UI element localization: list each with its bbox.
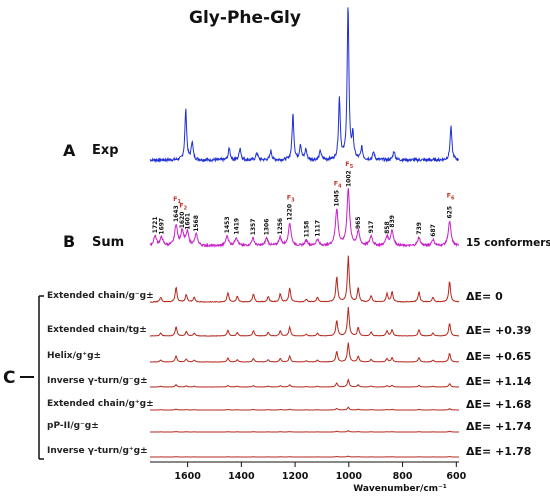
peak-label: 1453 [224,216,231,233]
peak-label: 1158 [303,221,310,238]
panel-b-note: 15 conformers [466,237,550,249]
peak-label: 1256 [277,218,284,235]
conformer-energy: ΔE= +1.14 [466,375,532,388]
conformer-label: Inverse γ-turn/g⁻g± [47,376,148,386]
peak-label: 1620 [179,212,186,229]
peak-label: 1419 [233,218,240,235]
peak-label: 1697 [159,218,166,235]
peak-label: 1045 [334,190,341,207]
conformer-label: Extended chain/tg± [47,325,147,335]
exp-trace [149,7,460,164]
conformer-trace [150,455,459,458]
x-tick-label: 800 [393,471,413,482]
conformer-trace [150,430,459,433]
peak-label: 965 [355,216,362,229]
peak-label: 858 [384,221,391,234]
peak-label: 1357 [250,219,257,236]
f-label: F4 [334,180,342,190]
peak-label: 1721 [152,216,159,233]
conformer-trace [149,307,460,337]
conformer-energy: ΔE= +1.78 [466,445,531,458]
peak-label: 625 [447,206,454,219]
x-tick-label: 1400 [228,471,255,482]
peak-label: 917 [368,221,375,234]
conformer-energy: ΔE= +1.74 [466,420,532,433]
conformer-label: Extended chain/g⁻g± [47,291,154,301]
x-axis-label: Wavenumber/cm⁻¹ [353,484,447,494]
peak-label: 1306 [264,219,271,236]
conformer-trace [149,255,460,303]
peak-label: 687 [430,224,437,237]
conformer-energy: ΔE= +1.68 [466,398,531,411]
conformer-label: pP-II/g⁻g± [47,421,99,431]
f-label: F1 [173,195,181,205]
f-label: F6 [447,192,455,202]
f-label: F5 [345,160,353,170]
peak-label: 1220 [287,204,294,221]
peak-label: 839 [389,215,396,228]
f-label: F3 [287,194,295,204]
sum-spectrum [149,188,460,249]
chart-title: Gly-Phe-Gly [189,8,301,28]
panel-a-label: Exp [92,143,119,158]
conformer-trace [149,342,459,363]
conformer-energy: ΔE= 0 [466,290,503,303]
peak-label: 1643 [173,205,180,222]
f-label: F2 [179,201,187,211]
peak-label: 1002 [345,170,352,187]
conformer-energy: ΔE= +0.65 [466,350,531,363]
panel-a-letter: A [63,141,76,160]
panel-b-label: Sum [92,235,124,250]
conformer-label: Inverse γ-turn/g⁺g± [47,446,148,456]
conformer-trace [149,378,460,388]
experimental-spectrum [149,7,460,164]
peak-label: 739 [416,222,423,235]
conformer-spectra [149,255,460,458]
panel-c-letter: C [3,368,15,388]
x-tick-label: 1000 [336,471,363,482]
conformer-energy: ΔE= +0.39 [466,324,531,337]
conformer-trace [150,406,459,411]
x-axis-ticks: 1600 1400 1200 1000 800 600 [174,462,467,482]
x-tick-label: 1600 [174,471,201,482]
conformer-label: Helix/g⁺g± [47,351,101,361]
conformer-labels: Extended chain/g⁻g± ΔE= 0 Extended chain/t… [47,290,532,458]
peak-label: 1601 [184,213,191,230]
peak-label: 1117 [314,220,321,237]
conformer-label: Extended chain/g⁺g± [47,399,154,409]
panel-b-letter: B [63,232,75,251]
peak-label: 1568 [193,215,200,232]
x-tick-label: 1200 [282,471,309,482]
x-tick-label: 600 [446,471,466,482]
sum-trace [149,188,460,249]
